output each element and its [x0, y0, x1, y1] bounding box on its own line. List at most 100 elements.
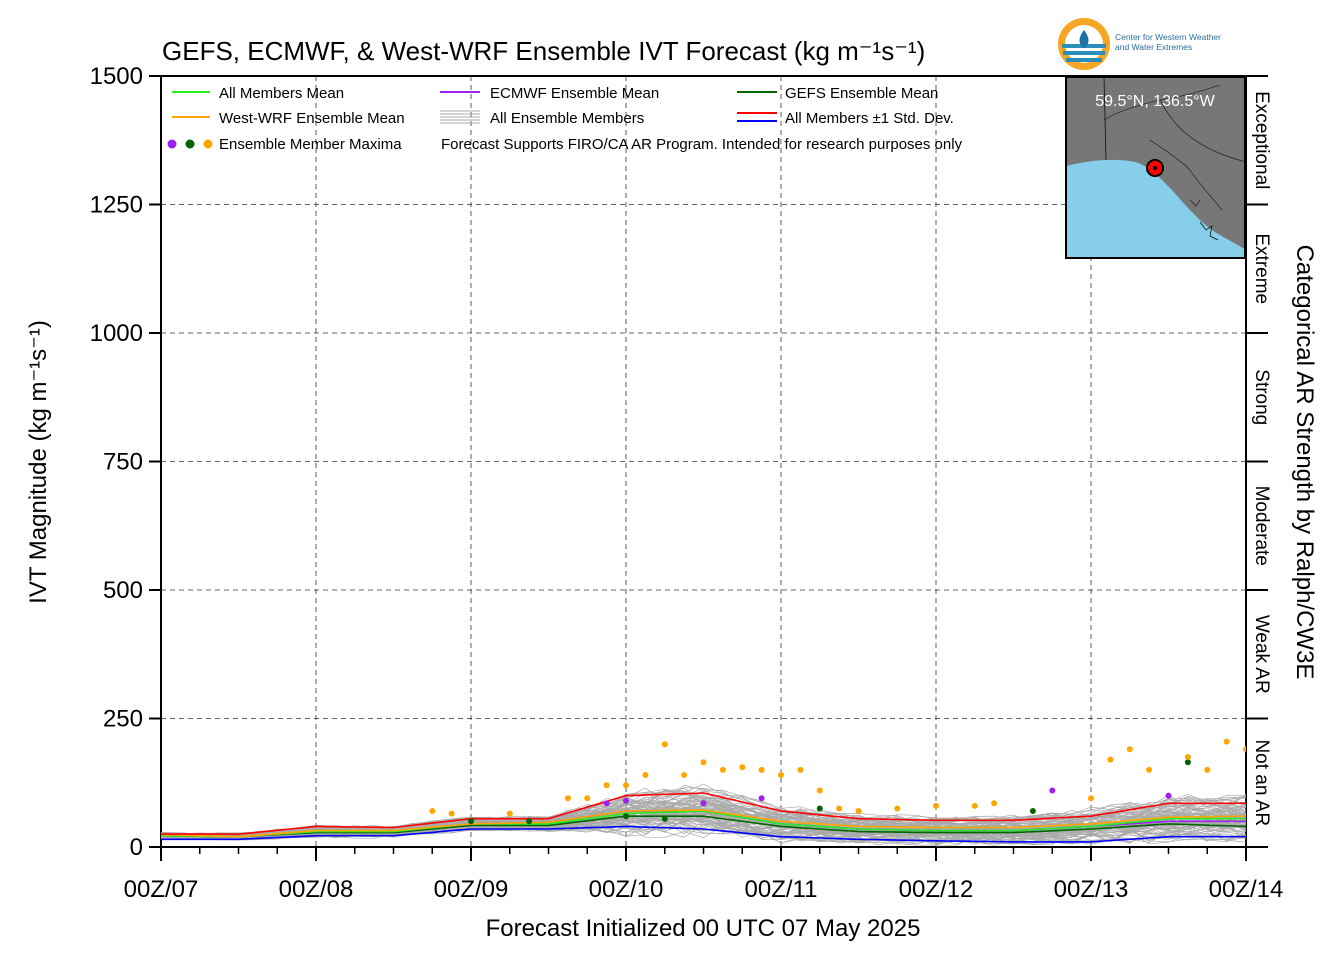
series-line-west-wrf-ensemble-mean: [161, 809, 1246, 838]
maxima-point: [603, 782, 610, 789]
maxima-point: [700, 800, 707, 807]
legend-all-members: All Ensemble Members: [490, 110, 644, 127]
axes: 0 250 500 750 1000 1250 1500 00Z/07 00Z/08 00Z/09…: [90, 63, 1284, 903]
category-label: Not an AR: [1251, 739, 1272, 826]
legend-note: Forecast Supports FIRO/CA AR Program. In…: [441, 136, 963, 153]
legend-maxima-ecmwf-dot: [167, 139, 177, 149]
ensemble-member-line: [161, 797, 1246, 836]
maxima-point: [1126, 746, 1133, 753]
right-axis-label: Categorical AR Strength by Ralph/CW3E: [1291, 245, 1318, 680]
maxima-point: [661, 815, 668, 822]
category-label: Exceptional: [1251, 91, 1272, 189]
maxima-point: [758, 795, 765, 802]
maxima-point: [526, 818, 533, 825]
y-axis-label: IVT Magnitude (kg m⁻¹s⁻¹): [25, 320, 52, 604]
x-tick-label: 00Z/08: [279, 876, 354, 903]
logo-text-1: Center for Western Weather: [1115, 32, 1221, 42]
maxima-point: [1107, 756, 1114, 763]
maxima-point: [991, 800, 998, 807]
legend: All Members Mean ECMWF Ensemble Mean GEF…: [167, 85, 963, 153]
legend-gefs-mean: GEFS Ensemble Mean: [785, 85, 938, 102]
maxima-point: [1146, 766, 1153, 773]
legend-maxima-westwrf-dot: [203, 139, 213, 149]
maxima-point: [894, 805, 901, 812]
series-line-all-members-1-std-dev-: [161, 792, 1246, 835]
legend-all-members-mean: All Members Mean: [219, 85, 344, 102]
x-tick-label: 00Z/12: [899, 876, 974, 903]
x-tick-label: 00Z/11: [745, 876, 818, 903]
category-label: Strong: [1251, 369, 1272, 425]
y-tick-label: 250: [103, 706, 143, 733]
x-tick-label: 00Z/07: [124, 876, 199, 903]
ensemble-member-maxima: [429, 738, 1246, 825]
inset-map: 59.5°N, 136.5°W: [1065, 76, 1246, 259]
maxima-point: [681, 772, 688, 778]
maxima-point: [642, 772, 649, 778]
ensemble-member-line: [161, 820, 1246, 845]
legend-maxima: Ensemble Member Maxima: [219, 136, 402, 153]
series-line-all-members-mean: [161, 810, 1246, 838]
maxima-point: [564, 795, 571, 802]
maxima-point: [739, 764, 746, 771]
series-line-gefs-ensemble-mean: [161, 815, 1246, 838]
maxima-point: [1088, 795, 1094, 802]
maxima-point: [623, 782, 629, 789]
maxima-point: [584, 795, 591, 802]
cw3e-logo: Center for Western Weather and Water Ext…: [1058, 18, 1221, 70]
maxima-point: [1204, 766, 1211, 773]
maxima-point: [816, 787, 823, 794]
maxima-point: [816, 805, 823, 812]
x-tick-label: 00Z/13: [1054, 876, 1129, 903]
maxima-point: [700, 759, 707, 766]
maxima-point: [836, 805, 843, 812]
maxima-point: [506, 810, 513, 817]
inset-map-ocean: [1066, 159, 1245, 258]
maxima-point: [623, 813, 629, 820]
ensemble-member-line: [161, 814, 1246, 839]
legend-swatch-members: [440, 110, 480, 124]
y-tick-label: 750: [103, 449, 143, 476]
y-tick-label: 1500: [90, 63, 143, 90]
maxima-point: [797, 766, 804, 773]
x-axis-label: Forecast Initialized 00 UTC 07 May 2025: [486, 915, 921, 942]
maxima-point: [623, 797, 629, 804]
legend-maxima-gefs-dot: [185, 139, 195, 149]
maxima-point: [661, 741, 668, 748]
maxima-point: [468, 818, 474, 825]
maxima-point: [603, 800, 610, 807]
maxima-point: [778, 772, 784, 778]
x-tick-label: 00Z/10: [589, 876, 664, 903]
legend-ecmwf-mean: ECMWF Ensemble Mean: [490, 85, 659, 102]
maxima-point: [1184, 759, 1191, 766]
legend-std-dev: All Members ±1 Std. Dev.: [785, 110, 954, 127]
x-tick-label: 00Z/09: [434, 876, 509, 903]
category-label: Moderate: [1251, 486, 1272, 566]
maxima-point: [855, 808, 862, 814]
maxima-point: [719, 766, 726, 773]
category-label: Extreme: [1251, 233, 1272, 304]
y-tick-label: 0: [130, 834, 143, 861]
y-tick-label: 500: [103, 577, 143, 604]
maxima-point: [1029, 808, 1036, 814]
water-drop-icon: [1079, 30, 1089, 48]
inset-location-label: 59.5°N, 136.5°W: [1095, 93, 1215, 110]
series-line-all-members-1-std-dev-: [161, 825, 1246, 843]
maxima-point: [429, 808, 436, 814]
y-tick-label: 1000: [90, 320, 143, 347]
maxima-point: [933, 802, 939, 809]
category-label: Weak AR: [1251, 615, 1272, 694]
maxima-point: [971, 802, 978, 809]
logo-text-2: and Water Extremes: [1115, 42, 1192, 52]
maxima-point: [1184, 754, 1191, 760]
y-tick-label: 1250: [90, 192, 143, 219]
maxima-point: [1243, 746, 1246, 753]
maxima-point: [758, 766, 765, 773]
ensemble-mean-series: [161, 792, 1246, 843]
maxima-point: [1165, 792, 1172, 799]
maxima-point: [448, 810, 455, 817]
maxima-point: [1049, 787, 1056, 794]
x-tick-label: 00Z/14: [1209, 876, 1284, 903]
maxima-point: [1223, 738, 1230, 745]
